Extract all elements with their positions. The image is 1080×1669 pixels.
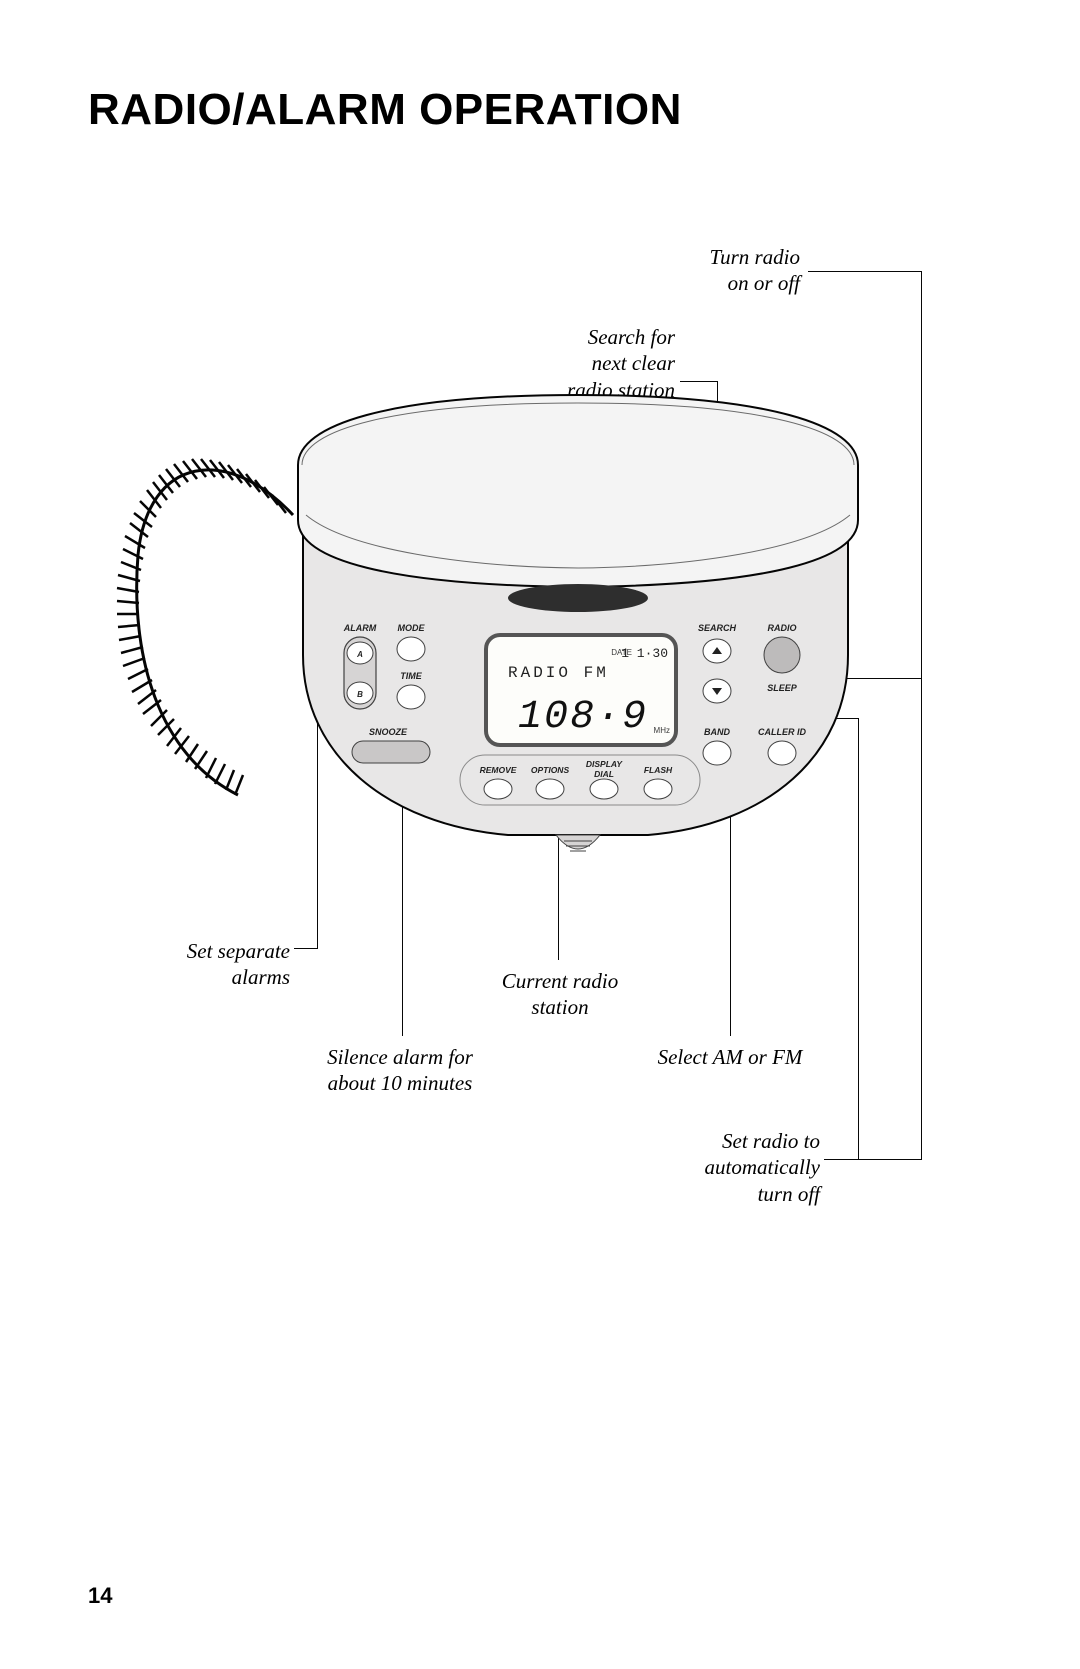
svg-text:TIME: TIME <box>400 671 422 681</box>
svg-text:MODE: MODE <box>398 623 426 633</box>
device-illustration: DATE 1 1·30 RADIO FM 108·9 MHz ALARM A B… <box>88 355 868 875</box>
annotation-turn-radio: Turn radioon or off <box>640 244 800 297</box>
svg-text:MHz: MHz <box>654 726 670 735</box>
svg-text:FLASH: FLASH <box>644 765 673 775</box>
annotation-band: Select AM or FM <box>620 1044 840 1070</box>
mode-button <box>397 637 425 661</box>
annotation-snooze: Silence alarm forabout 10 minutes <box>280 1044 520 1097</box>
svg-text:SEARCH: SEARCH <box>698 623 737 633</box>
time-button <box>397 685 425 709</box>
handset-cradle-shadow <box>508 584 648 612</box>
annotation-sleep: Set radio toautomaticallyturn off <box>620 1128 820 1207</box>
svg-text:CALLER ID: CALLER ID <box>758 727 806 737</box>
svg-text:DIAL: DIAL <box>594 769 614 779</box>
leader-turn-radio-v <box>921 271 922 1160</box>
bottom-tab <box>556 835 600 851</box>
svg-text:DISPLAY: DISPLAY <box>586 759 624 769</box>
page-title: RADIO/ALARM OPERATION <box>88 85 682 135</box>
band-button <box>703 741 731 765</box>
radio-button <box>764 637 800 673</box>
leader-turn-radio-h <box>808 271 922 272</box>
handset-cord <box>137 470 293 795</box>
options-button <box>536 779 564 799</box>
svg-text:OPTIONS: OPTIONS <box>531 765 570 775</box>
annotation-set-alarms: Set separatealarms <box>110 938 290 991</box>
handset <box>298 395 858 587</box>
leader-sleep-h <box>824 1159 922 1160</box>
svg-text:SLEEP: SLEEP <box>767 683 798 693</box>
svg-text:ALARM: ALARM <box>343 623 377 633</box>
svg-text:A: A <box>356 650 363 659</box>
snooze-button <box>352 741 430 763</box>
svg-text:REMOVE: REMOVE <box>480 765 517 775</box>
annotation-current-station: Current radiostation <box>455 968 665 1021</box>
display-dial-button <box>590 779 618 799</box>
remove-button <box>484 779 512 799</box>
svg-text:SNOOZE: SNOOZE <box>369 727 408 737</box>
svg-text:108·9: 108·9 <box>518 695 648 740</box>
callerid-button <box>768 741 796 765</box>
leader-alarms-h1 <box>294 948 318 949</box>
flash-button <box>644 779 672 799</box>
svg-text:RADIO FM: RADIO FM <box>508 664 609 682</box>
manual-page: RADIO/ALARM OPERATION Turn radioon or of… <box>0 0 1080 1669</box>
svg-text:BAND: BAND <box>704 727 730 737</box>
svg-text:RADIO: RADIO <box>768 623 797 633</box>
lcd-display: DATE 1 1·30 RADIO FM 108·9 MHz <box>486 635 676 745</box>
page-number: 14 <box>88 1583 112 1609</box>
svg-text:B: B <box>357 690 363 699</box>
svg-text:1 1·30: 1 1·30 <box>621 646 668 661</box>
